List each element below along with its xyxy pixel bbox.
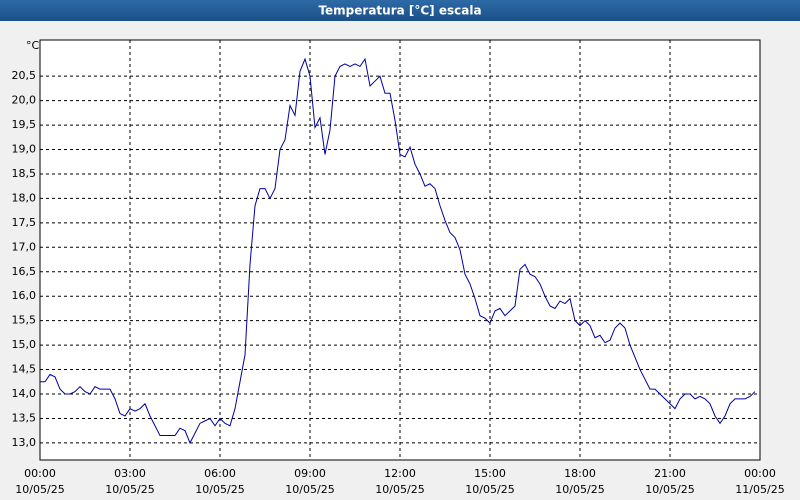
x-tick-date: 11/05/25	[735, 483, 784, 496]
y-tick-label: 19,0	[12, 143, 37, 156]
y-tick-label: 18,5	[12, 167, 37, 180]
x-tick-date: 10/05/25	[465, 483, 514, 496]
y-tick-label: 14,5	[12, 363, 37, 376]
y-tick-label: 20,5	[12, 69, 37, 82]
x-tick-label: 18:00	[564, 467, 596, 480]
x-tick-date: 10/05/25	[15, 483, 64, 496]
x-tick-label: 00:00	[24, 467, 56, 480]
y-tick-label: 19,5	[12, 118, 37, 131]
title-bar	[0, 0, 800, 21]
data-line	[40, 57, 756, 445]
x-tick-label: 21:00	[654, 467, 686, 480]
y-unit: °C	[26, 39, 40, 52]
x-tick-date: 10/05/25	[285, 483, 334, 496]
y-tick-label: 16,5	[12, 265, 37, 278]
y-tick-label: 17,5	[12, 216, 37, 229]
y-tick-label: 15,5	[12, 314, 37, 327]
x-tick-label: 12:00	[384, 467, 416, 480]
x-tick-label: 15:00	[474, 467, 506, 480]
y-tick-label: 18,0	[12, 191, 37, 204]
x-tick-label: 09:00	[294, 467, 326, 480]
y-tick-label: 13,5	[12, 411, 37, 424]
y-tick-label: 15,0	[12, 338, 37, 351]
chart-title: Temperatura [°C] escala	[318, 4, 481, 18]
x-tick-label: 00:00	[744, 467, 776, 480]
y-tick-label: 14,0	[12, 387, 37, 400]
x-tick-date: 10/05/25	[105, 483, 154, 496]
x-tick-date: 10/05/25	[375, 483, 424, 496]
x-tick-label: 03:00	[114, 467, 146, 480]
y-tick-label: 17,0	[12, 240, 37, 253]
x-tick-label: 06:00	[204, 467, 236, 480]
x-tick-date: 10/05/25	[555, 483, 604, 496]
x-tick-date: 10/05/25	[645, 483, 694, 496]
y-tick-label: 13,0	[12, 436, 37, 449]
y-tick-label: 16,0	[12, 289, 37, 302]
y-tick-label: 20,0	[12, 94, 37, 107]
x-tick-date: 10/05/25	[195, 483, 244, 496]
